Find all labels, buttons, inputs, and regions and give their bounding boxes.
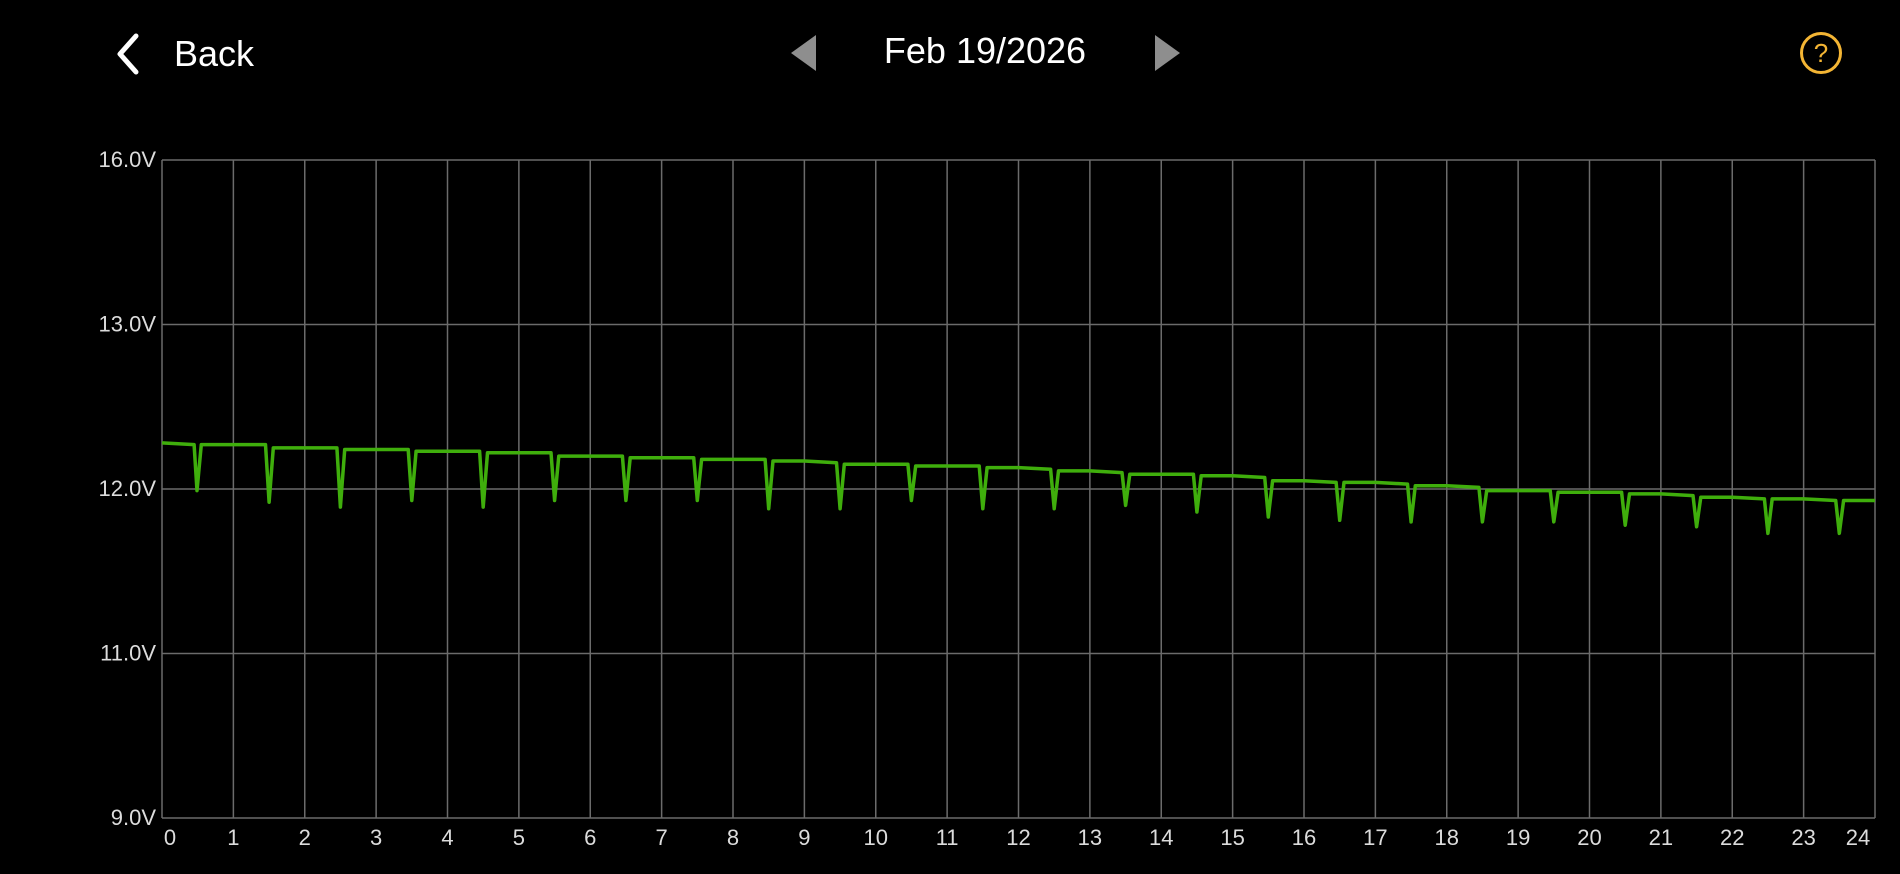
x-tick-label: 17 <box>1363 825 1387 850</box>
x-tick-label: 15 <box>1220 825 1244 850</box>
back-label: Back <box>174 33 255 74</box>
next-day-button[interactable] <box>1152 33 1182 73</box>
x-tick-label: 7 <box>656 825 668 850</box>
voltage-line <box>161 441 1875 536</box>
x-tick-label: 16 <box>1292 825 1316 850</box>
svg-text:?: ? <box>1814 38 1828 68</box>
x-tick-label: 3 <box>370 825 382 850</box>
x-tick-label: 24 <box>1846 825 1870 850</box>
back-button[interactable]: Back <box>112 26 254 82</box>
x-tick-label: 4 <box>441 825 453 850</box>
date-label: Feb 19/2026 <box>883 30 1087 71</box>
y-tick-label: 12.0V <box>99 476 157 501</box>
x-tick-label: 9 <box>798 825 810 850</box>
triangle-right-icon <box>1155 35 1180 71</box>
x-tick-label: 6 <box>584 825 596 850</box>
previous-day-button[interactable] <box>789 33 819 73</box>
chevron-left-icon <box>117 33 139 75</box>
y-tick-label: 11.0V <box>100 641 156 666</box>
x-tick-label: 5 <box>513 825 525 850</box>
triangle-left-icon <box>791 35 816 71</box>
x-tick-label: 12 <box>1006 825 1030 850</box>
x-tick-label: 0 <box>164 825 176 850</box>
x-tick-label: 1 <box>227 825 239 850</box>
y-tick-label: 9.0V <box>111 805 157 830</box>
help-button[interactable]: ? <box>1799 31 1843 75</box>
x-tick-label: 14 <box>1149 825 1173 850</box>
x-tick-label: 21 <box>1649 825 1673 850</box>
y-tick-label: 13.0V <box>99 312 157 337</box>
x-tick-label: 10 <box>864 825 888 850</box>
x-tick-label: 13 <box>1078 825 1102 850</box>
x-tick-label: 8 <box>727 825 739 850</box>
x-tick-label: 2 <box>299 825 311 850</box>
x-tick-label: 19 <box>1506 825 1530 850</box>
question-circle-icon: ? <box>1800 32 1842 74</box>
x-tick-label: 20 <box>1577 825 1601 850</box>
x-tick-label: 23 <box>1791 825 1815 850</box>
y-tick-label: 16.0V <box>99 147 157 172</box>
x-tick-label: 18 <box>1435 825 1459 850</box>
x-tick-label: 11 <box>936 825 959 850</box>
x-tick-label: 22 <box>1720 825 1744 850</box>
